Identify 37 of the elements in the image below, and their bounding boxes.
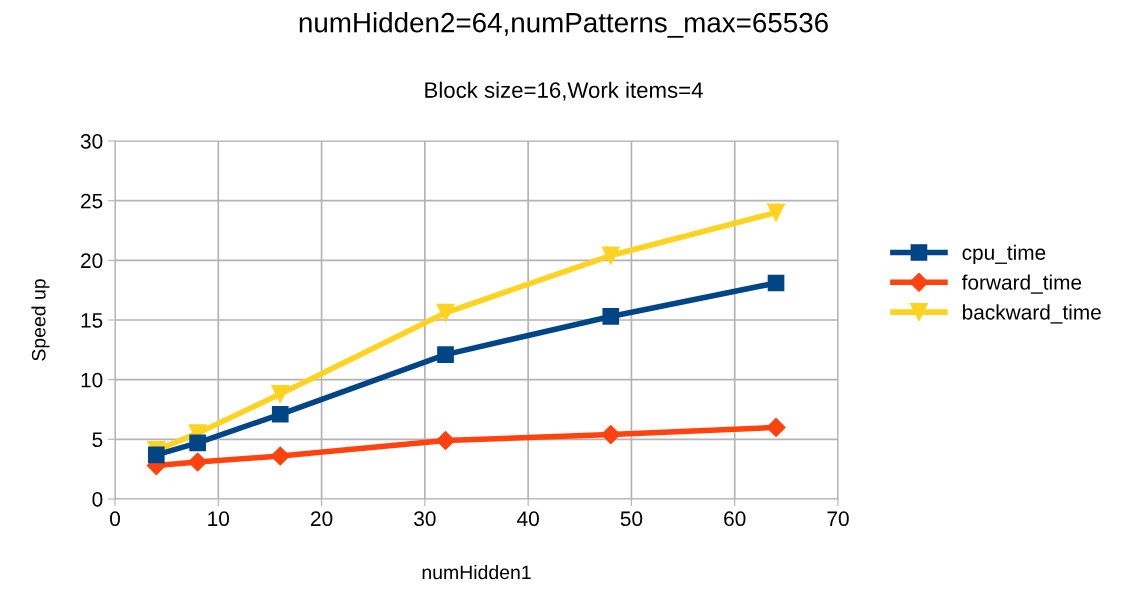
y-tick-label: 15	[81, 313, 103, 328]
x-tick-label: 40	[517, 511, 539, 527]
x-tick-label: 0	[110, 511, 120, 527]
legend-label: cpu_time	[962, 244, 1046, 265]
x-tick-label: 20	[311, 511, 333, 527]
x-tick-label: 10	[208, 511, 230, 527]
x-tick-label: 30	[414, 511, 436, 527]
point	[767, 274, 785, 292]
x-tick-label: 50	[620, 511, 643, 527]
point	[147, 446, 165, 464]
point	[189, 434, 206, 452]
point	[437, 346, 454, 363]
legend-label: backward_time	[962, 304, 1101, 324]
point	[188, 452, 208, 472]
x-tick-label: 70	[827, 511, 849, 527]
point	[601, 425, 621, 445]
point	[271, 384, 290, 404]
y-tick-label: 0	[92, 492, 103, 507]
point	[767, 203, 786, 222]
legend-label: forward_time	[961, 274, 1082, 294]
x-axis-title: numHidden1	[422, 564, 531, 580]
point	[436, 303, 455, 322]
y-tick-label: 5	[92, 432, 103, 448]
y-tick-label: 25	[81, 193, 103, 209]
point	[602, 308, 620, 325]
chart-title: numHidden2=64,numPatterns_max=65536	[299, 12, 828, 38]
y-axis-title: Speed up	[31, 279, 50, 361]
point	[435, 430, 456, 451]
point	[271, 405, 289, 423]
y-tick-label: 30	[80, 134, 103, 149]
y-tick-label: 10	[81, 372, 103, 388]
x-tick-label: 60	[724, 511, 746, 527]
point	[601, 246, 620, 265]
y-tick-label: 20	[81, 253, 103, 269]
point	[270, 446, 290, 466]
point	[766, 417, 786, 437]
chart-subtitle: Block size=16,Work items=4	[425, 81, 703, 101]
